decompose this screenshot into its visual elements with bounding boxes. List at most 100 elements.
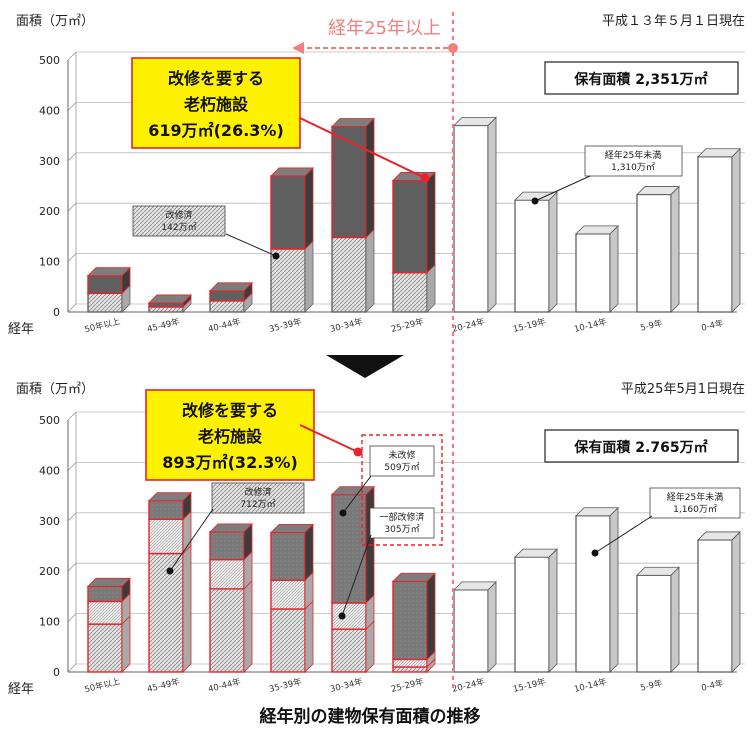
annotation-line-1: 経年25年未満 (667, 491, 723, 503)
bar-side (548, 191, 558, 313)
callout-line-2: 老朽施設 (183, 95, 249, 114)
bar-segment (209, 558, 245, 590)
bar-segment (331, 493, 367, 604)
annotation-leader (169, 508, 214, 572)
x-tick-label: 25-29年 (390, 676, 425, 695)
bar-top (209, 523, 253, 533)
callout-leader-dot (353, 447, 363, 457)
annotation-frame (132, 205, 226, 237)
callout-line-2: 老朽施設 (197, 427, 263, 446)
x-tick-label: 5-9年 (639, 317, 664, 333)
grid-depth-line (67, 102, 77, 111)
bar-side (426, 572, 436, 661)
bar-top (636, 186, 680, 195)
bar-side (365, 228, 375, 313)
annotation-leader (594, 515, 653, 554)
annotation-frame (211, 482, 305, 514)
callout-leader (299, 424, 359, 453)
annotation-dot (591, 549, 599, 557)
x-tick-label: 20-24年 (451, 676, 486, 695)
annotation-line-1: 改修済 (244, 486, 271, 498)
annotation-dashed-frame (361, 434, 443, 546)
bar-segment (87, 623, 123, 673)
bar-segment (87, 585, 123, 603)
grid-depth-line (67, 152, 77, 162)
y-tick-label: 200 (39, 565, 60, 578)
threshold-marker-dot (448, 43, 458, 53)
annotation-line-1: 未改修 (388, 449, 415, 461)
bar-side (548, 548, 558, 673)
grid-depth-line (67, 512, 77, 522)
bar-side (304, 240, 314, 313)
annotation-line-2: 305万㎡ (384, 524, 419, 535)
bar-segment (270, 608, 306, 673)
grid-depth-line (67, 411, 77, 421)
bar-segment (148, 552, 184, 673)
bar-side (365, 620, 375, 673)
x-tick-label: 15-19年 (512, 316, 547, 335)
bar-segment (575, 233, 611, 313)
x-axis-title: 経年 (8, 682, 34, 697)
annotation-line-2: 1,160万㎡ (673, 504, 717, 515)
bar-side (365, 117, 375, 239)
bar-side (609, 506, 619, 673)
bar-segment (87, 292, 123, 313)
y-tick-label: 400 (39, 104, 60, 117)
annotation-line-1: 改修済 (165, 209, 192, 221)
y-tick-label: 300 (39, 155, 60, 168)
annotation-frame (369, 445, 435, 477)
bar-segment (453, 589, 489, 673)
grid-depth-line (67, 202, 77, 212)
annotation-leader (342, 475, 372, 514)
x-tick-label: 20-24年 (451, 316, 486, 335)
x-tick-label: 50年以上 (83, 316, 121, 336)
annotation-dot (531, 197, 539, 205)
annotation-dot (166, 567, 174, 575)
bar-segment (270, 579, 306, 610)
bar-top (87, 577, 131, 587)
total-box-frame (544, 61, 739, 95)
bar-segment (87, 600, 123, 625)
annotation-line-2: 509万㎡ (384, 462, 419, 473)
y-tick-label: 100 (39, 616, 60, 629)
x-tick-label: 30-34年 (329, 316, 364, 335)
bar-top (148, 492, 192, 502)
bar-segment (453, 124, 489, 313)
bar-top (453, 117, 497, 126)
x-tick-label: 50年以上 (83, 676, 121, 696)
threshold-label: 経年25年以上 (328, 18, 441, 39)
bar-top (270, 167, 314, 177)
bar-top (453, 581, 497, 591)
annotation-line-2: 142万㎡ (161, 222, 196, 233)
footer-title: 経年別の建物保有面積の推移 (260, 706, 481, 727)
bar-top (148, 294, 192, 304)
bar-top (575, 225, 619, 235)
date-label: 平成１３年５月１日現在 (602, 14, 745, 29)
callout-line-1: 改修を要する (168, 69, 264, 88)
y-tick-label: 200 (39, 205, 60, 218)
bar-segment (697, 156, 733, 313)
bar-side (731, 530, 741, 673)
total-box-text: 保有面積 2.765万㎡ (573, 439, 707, 456)
callout-line-3: 619万㎡(26.3%) (148, 121, 284, 140)
callout-frame (131, 57, 301, 149)
x-tick-label: 40-44年 (207, 316, 242, 335)
transition-arrow (326, 355, 404, 378)
annotation-line-2: 712万㎡ (240, 499, 275, 510)
bar-side (182, 544, 192, 673)
annotation-line-1: 一部改修済 (379, 511, 424, 523)
bar-segment (148, 518, 184, 555)
total-box-text: 保有面積 2,351万㎡ (573, 71, 707, 88)
bar-top (392, 572, 436, 582)
y-axis-title: 面積（万㎡） (16, 14, 94, 29)
bar-side (670, 185, 680, 313)
grid-depth-line (67, 303, 77, 313)
bar-segment (148, 302, 184, 308)
total-box-frame (544, 429, 739, 463)
bar-top (331, 118, 375, 127)
